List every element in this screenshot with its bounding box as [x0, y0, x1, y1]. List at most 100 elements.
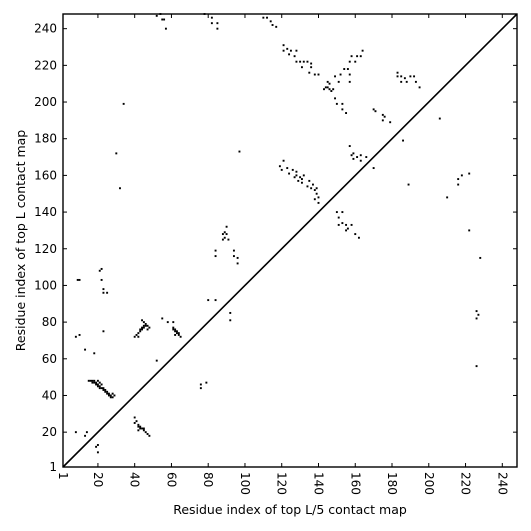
contact-point [324, 86, 327, 89]
contact-point [335, 211, 338, 214]
contact-point [166, 321, 169, 324]
contact-point [354, 233, 357, 236]
contact-point [74, 431, 77, 434]
contact-point [142, 321, 145, 324]
contact-point [96, 444, 99, 446]
contact-point [300, 178, 303, 181]
contact-point [341, 108, 344, 111]
contact-point [414, 80, 417, 83]
contact-point [315, 187, 318, 190]
y-tick-label: 240 [34, 22, 57, 36]
contact-point [275, 25, 278, 28]
y-tick-label: 180 [34, 132, 57, 146]
contact-point [107, 394, 110, 397]
contact-point [78, 333, 81, 336]
contact-point [310, 66, 313, 69]
contact-point [137, 429, 140, 432]
contact-point [337, 223, 340, 226]
contact-point [479, 256, 482, 259]
contact-point [341, 222, 344, 225]
contact-point [299, 60, 302, 63]
contact-point [405, 80, 408, 83]
contact-point [332, 88, 335, 91]
contact-point [115, 152, 118, 155]
contact-point [346, 68, 349, 70]
contact-point [205, 381, 208, 384]
contact-point [357, 236, 360, 239]
contact-point [308, 179, 311, 182]
contact-point [179, 335, 182, 338]
x-tick-label: 160 [348, 472, 362, 495]
contact-point [144, 324, 147, 327]
contact-point [163, 18, 166, 21]
contact-point [402, 139, 404, 142]
contact-point [106, 390, 109, 393]
contact-point [176, 332, 178, 335]
contact-point [313, 73, 316, 76]
contact-point [468, 172, 471, 175]
contact-point [223, 236, 226, 239]
contact-point [475, 310, 478, 313]
contact-point [302, 174, 305, 177]
contact-point [142, 324, 145, 327]
contact-point [210, 16, 213, 19]
contact-point [317, 196, 320, 199]
contact-point [155, 359, 158, 362]
contact-point [413, 75, 416, 78]
contact-point [161, 18, 164, 21]
contact-point [139, 330, 142, 333]
contact-point [313, 189, 316, 192]
contact-point [146, 328, 149, 331]
y-tick-label: 100 [34, 278, 57, 292]
y-tick-label: 80 [42, 315, 57, 329]
contact-point [104, 389, 107, 391]
contact-point [214, 299, 217, 302]
contact-point [216, 27, 219, 30]
contact-point [293, 176, 296, 179]
contact-point [100, 267, 103, 270]
contact-point [334, 97, 336, 100]
contact-point [302, 60, 305, 63]
contact-point [350, 154, 353, 157]
contact-point [403, 77, 406, 80]
contact-point [295, 49, 298, 52]
contact-point [262, 16, 265, 19]
contact-point [346, 227, 349, 230]
contact-point [109, 396, 112, 399]
contact-point [350, 223, 353, 226]
y-tick-label: 200 [34, 95, 57, 109]
contact-point [345, 223, 348, 226]
contact-point [113, 394, 116, 397]
contact-point [214, 249, 217, 252]
contact-point [295, 60, 298, 63]
contact-point [326, 86, 329, 89]
contact-point [280, 168, 283, 171]
contact-point [337, 80, 340, 83]
contact-point [84, 348, 87, 351]
contact-point [446, 196, 449, 199]
contact-point [356, 55, 359, 58]
contact-point [144, 322, 147, 325]
contact-point [477, 313, 480, 316]
contact-point [348, 60, 351, 63]
contact-point [216, 22, 219, 25]
contact-point [236, 262, 239, 265]
contact-point [135, 420, 138, 423]
contact-point [317, 73, 320, 76]
contact-point [148, 434, 151, 437]
contact-point [383, 115, 386, 118]
contact-point [161, 317, 164, 320]
contact-point [299, 176, 302, 179]
contact-point [207, 299, 210, 302]
contact-point [359, 159, 362, 162]
contact-point [229, 311, 232, 314]
contact-point [95, 383, 98, 386]
contact-point [91, 381, 94, 384]
contact-point [269, 20, 272, 23]
y-tick-label: 140 [34, 205, 57, 219]
contact-point [350, 55, 353, 58]
contact-point [100, 278, 103, 281]
contact-point [400, 80, 403, 83]
contact-point [141, 326, 143, 329]
contact-point [328, 82, 331, 85]
